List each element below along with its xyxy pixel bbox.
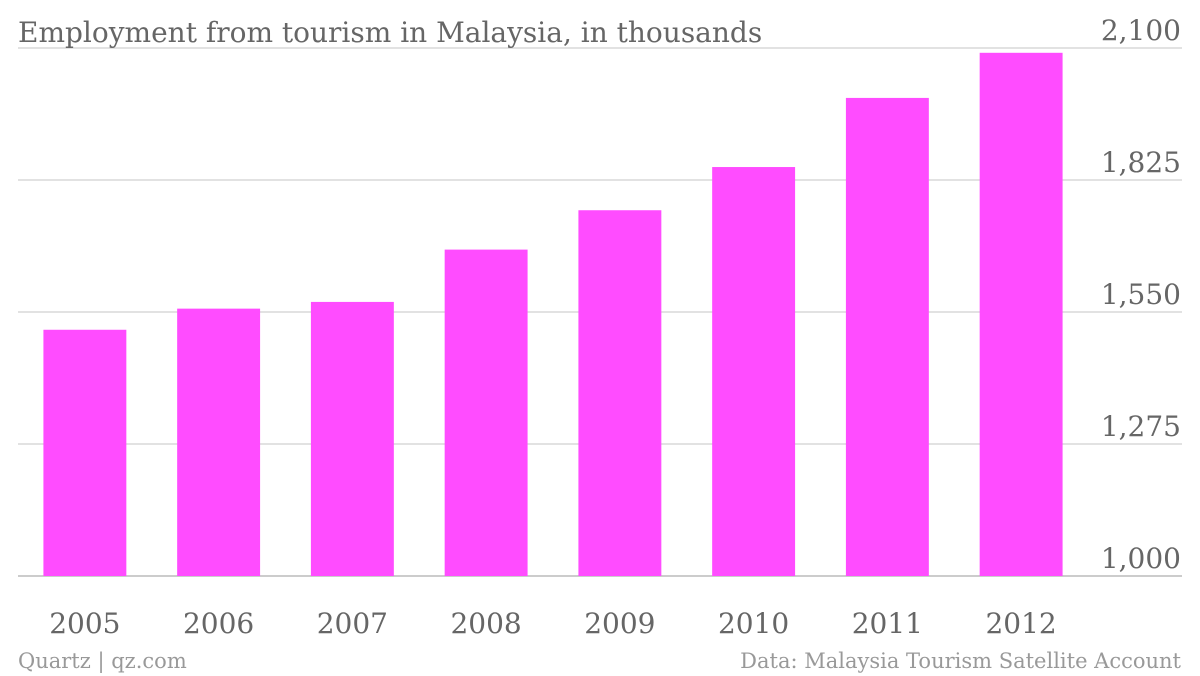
footer-source: Data: Malaysia Tourism Satellite Account (740, 649, 1181, 673)
bars (43, 52, 1063, 577)
x-tick-label: 2009 (584, 607, 655, 640)
bar-2007 (310, 301, 394, 576)
y-tick-label: 1,275 (1101, 410, 1181, 443)
x-tick-label: 2005 (49, 607, 120, 640)
x-tick-label: 2008 (450, 607, 521, 640)
bar-2010 (712, 167, 796, 577)
y-axis-ticks: 1,000 1,275 1,550 1,825 2,100 (1101, 14, 1181, 575)
x-tick-label: 2012 (985, 607, 1056, 640)
y-tick-label: 1,825 (1101, 146, 1181, 179)
x-tick-label: 2007 (317, 607, 388, 640)
footer-credit: Quartz | qz.com (18, 649, 187, 674)
y-tick-label: 2,100 (1101, 14, 1181, 47)
y-tick-label: 1,000 (1101, 542, 1181, 575)
x-tick-label: 2006 (183, 607, 254, 640)
x-tick-label: 2010 (718, 607, 789, 640)
bar-2009 (578, 210, 662, 577)
x-tick-label: 2011 (852, 607, 923, 640)
bar-2006 (177, 308, 261, 576)
y-tick-label: 1,550 (1101, 278, 1181, 311)
chart-title: Employment from tourism in Malaysia, in … (18, 16, 762, 49)
bar-2012 (979, 52, 1063, 577)
bar-2011 (845, 97, 929, 577)
bar-2005 (43, 329, 127, 576)
bar-2008 (444, 249, 528, 576)
x-axis-ticks: 2005 2006 2007 2008 2009 2010 2011 2012 (49, 607, 1057, 640)
